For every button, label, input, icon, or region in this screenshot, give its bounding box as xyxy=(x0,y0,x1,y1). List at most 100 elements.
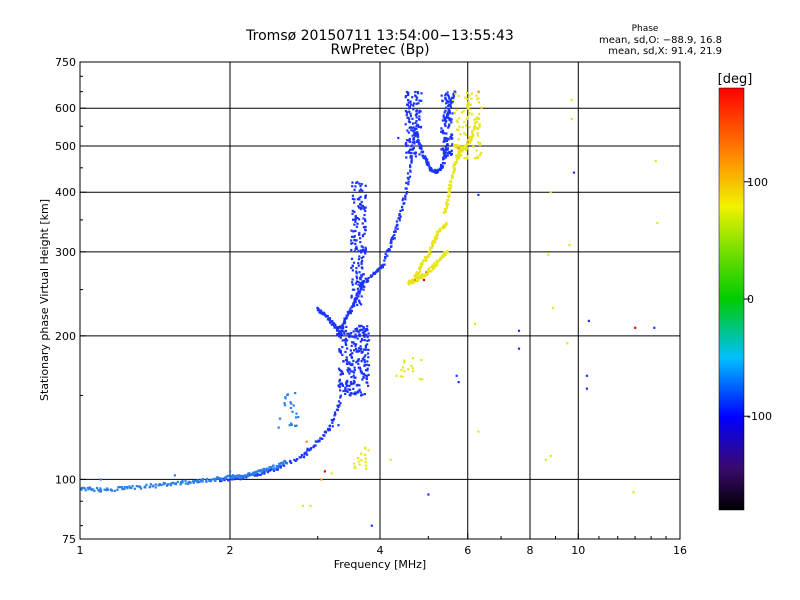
data-point xyxy=(360,338,364,341)
data-point xyxy=(479,143,482,147)
data-point xyxy=(478,154,482,157)
data-point xyxy=(414,155,417,158)
data-point xyxy=(405,90,409,94)
data-point xyxy=(362,281,365,285)
data-point xyxy=(355,361,358,364)
data-point xyxy=(125,485,128,489)
data-point xyxy=(354,218,357,221)
data-point xyxy=(354,185,357,188)
data-point xyxy=(409,170,412,173)
data-point xyxy=(418,276,422,280)
data-point xyxy=(351,305,354,308)
data-point xyxy=(354,216,357,219)
data-point xyxy=(336,404,339,407)
data-point xyxy=(406,116,409,119)
data-point xyxy=(244,474,247,477)
data-point xyxy=(412,104,415,107)
data-point xyxy=(337,406,340,409)
data-point xyxy=(447,138,450,141)
data-point xyxy=(327,429,330,432)
data-point xyxy=(441,166,444,169)
data-point xyxy=(448,188,451,191)
data-point xyxy=(289,401,292,404)
data-point xyxy=(352,218,355,221)
data-point xyxy=(366,336,369,339)
data-point xyxy=(453,166,456,169)
data-point xyxy=(421,150,424,154)
data-point xyxy=(88,487,91,490)
data-point xyxy=(587,319,590,322)
data-point xyxy=(517,329,521,332)
data-point xyxy=(455,160,458,163)
data-point xyxy=(457,150,460,153)
data-point xyxy=(343,320,346,323)
data-point xyxy=(427,161,430,164)
data-point xyxy=(342,360,345,363)
data-point xyxy=(549,454,552,458)
data-point xyxy=(266,469,269,473)
data-point xyxy=(444,136,447,140)
data-point xyxy=(353,369,356,372)
data-point xyxy=(353,250,357,253)
data-point xyxy=(474,125,477,128)
data-point xyxy=(407,131,410,134)
data-point xyxy=(363,393,366,396)
data-point xyxy=(357,262,360,265)
data-point xyxy=(353,210,356,213)
data-point xyxy=(84,489,87,492)
data-point xyxy=(106,487,109,490)
data-point xyxy=(438,229,442,232)
data-point xyxy=(411,134,414,137)
data-point xyxy=(338,404,341,407)
data-point xyxy=(475,121,478,124)
data-point xyxy=(366,329,369,332)
data-point xyxy=(350,296,353,299)
data-point xyxy=(425,160,428,163)
data-point xyxy=(359,340,362,343)
data-point xyxy=(465,104,469,107)
data-point xyxy=(366,360,369,363)
data-point xyxy=(157,484,160,487)
data-point xyxy=(465,144,468,148)
data-point xyxy=(360,275,363,278)
data-point xyxy=(350,344,353,347)
data-point xyxy=(338,326,341,329)
data-point xyxy=(451,143,454,146)
data-point xyxy=(451,137,454,140)
data-point xyxy=(472,133,475,137)
data-point xyxy=(418,118,421,121)
data-point xyxy=(409,100,412,103)
data-point xyxy=(462,110,465,113)
data-point xyxy=(350,363,353,366)
data-point xyxy=(216,476,219,479)
data-point xyxy=(117,486,120,489)
data-point xyxy=(398,216,401,220)
data-point xyxy=(359,188,363,191)
data-point xyxy=(345,358,349,361)
data-point xyxy=(367,373,370,376)
data-point xyxy=(355,225,358,228)
data-point xyxy=(404,109,407,113)
data-point xyxy=(407,180,410,183)
data-point xyxy=(95,486,99,490)
data-point xyxy=(448,100,451,103)
data-point xyxy=(354,242,357,245)
data-point xyxy=(100,490,103,493)
data-point xyxy=(364,220,367,223)
data-point xyxy=(420,146,423,149)
data-point xyxy=(333,326,336,329)
data-point xyxy=(348,384,351,387)
data-point xyxy=(449,153,453,156)
data-point xyxy=(341,346,344,349)
data-point xyxy=(251,473,254,476)
data-point xyxy=(358,218,361,221)
data-point xyxy=(235,474,239,477)
data-point xyxy=(343,332,346,335)
data-point xyxy=(367,348,370,351)
data-point xyxy=(326,427,330,431)
data-point xyxy=(439,227,442,230)
data-point xyxy=(413,129,416,132)
data-point xyxy=(196,481,199,484)
data-point xyxy=(478,123,481,126)
colorbar-gradient xyxy=(718,87,745,511)
